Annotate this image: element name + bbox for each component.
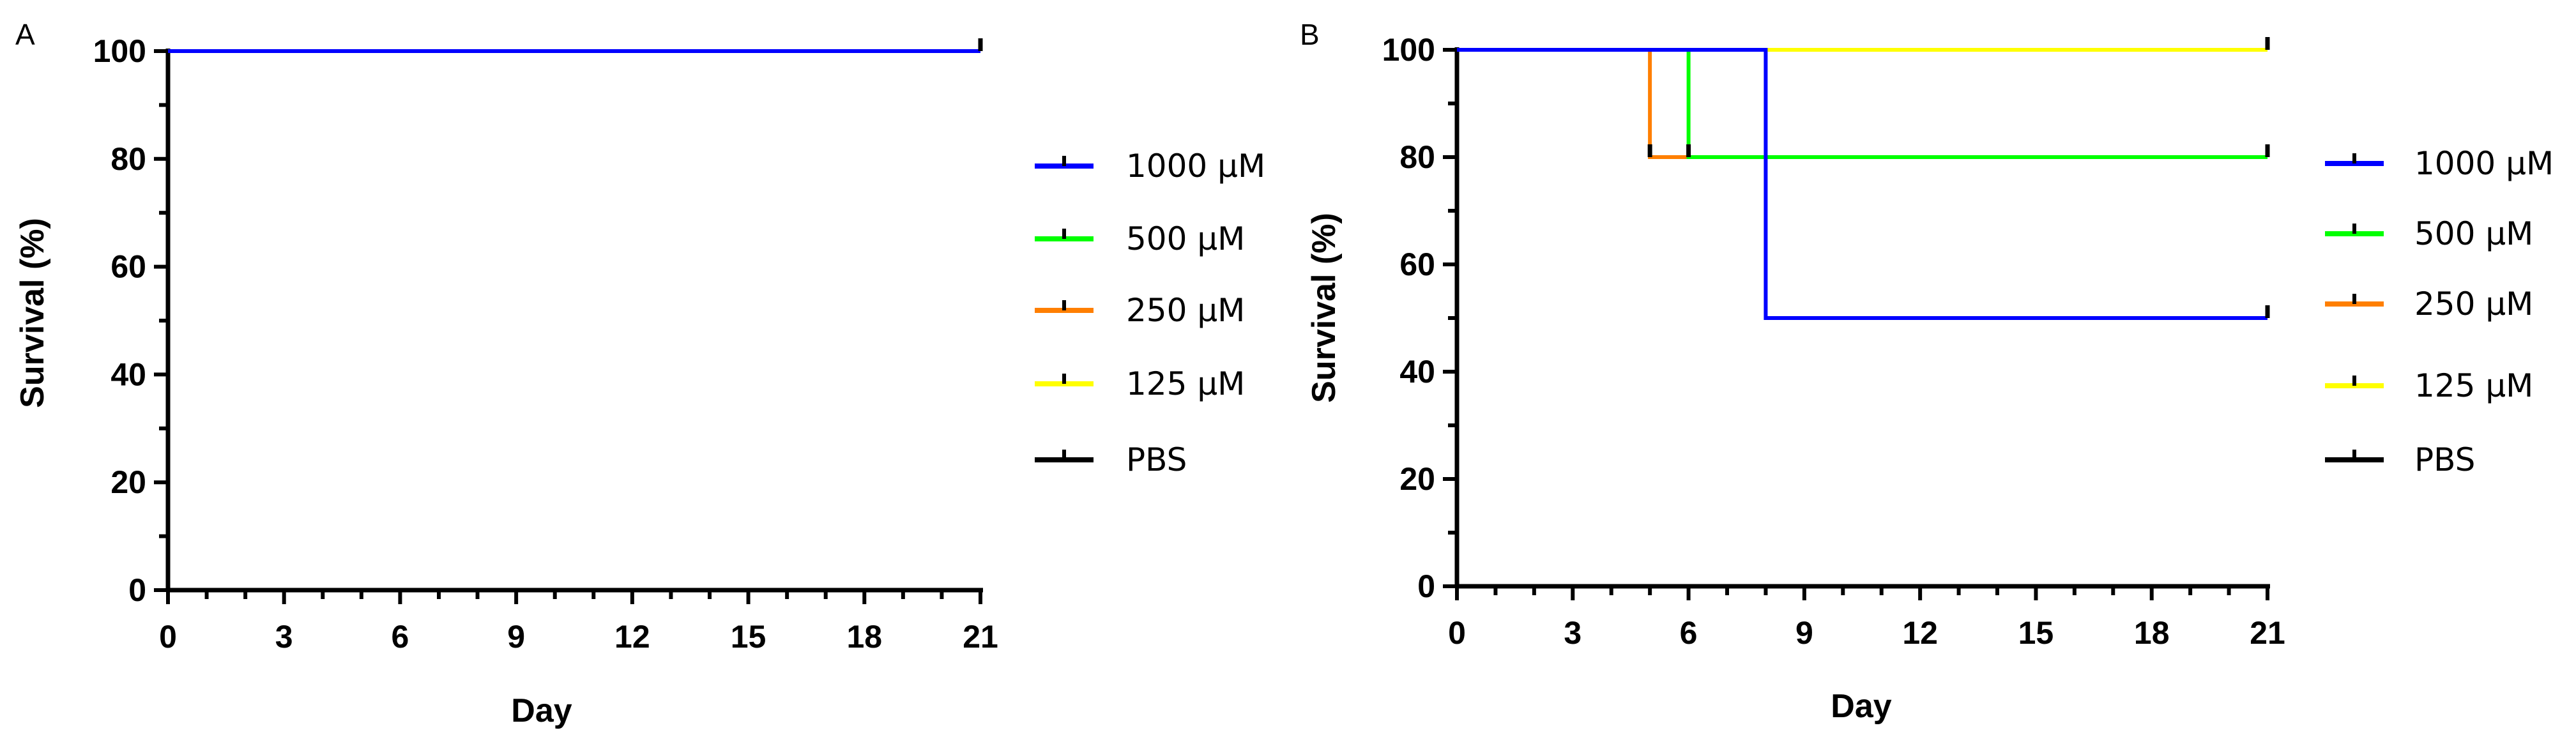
x-tick-label: 3 — [1564, 615, 1581, 651]
x-axis-title-b: Day — [1831, 688, 1891, 725]
y-tick-label: 60 — [111, 249, 146, 285]
legend-label-500-m: 500 μM — [2414, 215, 2533, 252]
y-tick-label: 0 — [128, 572, 146, 608]
x-tick-label: 15 — [731, 619, 766, 655]
legend-label-1000-m: 1000 μM — [2414, 145, 2554, 182]
legend-label-125-m: 125 μM — [1126, 365, 1245, 402]
y-tick-label: 40 — [111, 356, 146, 392]
y-tick-label: 40 — [1399, 354, 1435, 390]
panel-label-b: B — [1300, 18, 1320, 51]
x-tick-label: 6 — [392, 619, 409, 655]
plot-a: 0 20 40 60 80 100 0 3 6 9 12 15 18 21 1000 μM 500 μM 250… — [93, 33, 1266, 655]
series-line-1000-m — [1457, 48, 2267, 320]
plot-b: 0 20 40 60 80 100 0 3 6 9 12 15 18 21 1000 μM 500 μM 250… — [1382, 32, 2554, 651]
x-axis-title-a: Day — [511, 692, 572, 729]
x-tick-label: 0 — [1448, 615, 1466, 651]
y-tick-label: 80 — [111, 141, 146, 177]
x-tick-label: 9 — [1795, 615, 1813, 651]
panel-label-a: A — [15, 18, 35, 51]
x-tick-label: 12 — [614, 619, 650, 655]
legend-label-pbs: PBS — [1126, 441, 1187, 478]
y-axis-title-a: Survival (%) — [14, 218, 51, 408]
legend-label-500-m: 500 μM — [1126, 220, 1245, 257]
x-tick-label: 6 — [1680, 615, 1698, 651]
x-tick-label: 21 — [2250, 615, 2285, 651]
x-tick-label: 21 — [963, 619, 998, 655]
y-axis-title-b: Survival (%) — [1306, 213, 1343, 403]
y-tick-label: 20 — [111, 464, 146, 500]
y-tick-label: 0 — [1417, 568, 1435, 604]
legend-label-250-m: 250 μM — [2414, 285, 2533, 323]
x-tick-label: 0 — [159, 619, 177, 655]
y-tick-label: 60 — [1399, 247, 1435, 282]
y-tick-label: 20 — [1399, 461, 1435, 497]
legend-label-pbs: PBS — [2414, 441, 2475, 478]
y-tick-label: 80 — [1399, 139, 1435, 175]
x-tick-label: 9 — [507, 619, 525, 655]
legend-label-250-m: 250 μM — [1126, 292, 1245, 329]
y-tick-label: 100 — [1382, 32, 1435, 68]
y-tick-label: 100 — [93, 33, 146, 69]
x-tick-label: 18 — [2134, 615, 2170, 651]
x-tick-label: 18 — [846, 619, 882, 655]
x-tick-label: 15 — [2018, 615, 2054, 651]
x-tick-label: 12 — [1902, 615, 1938, 651]
x-tick-label: 3 — [275, 619, 293, 655]
legend-label-1000-m: 1000 μM — [1126, 148, 1265, 185]
legend-label-125-m: 125 μM — [2414, 367, 2533, 404]
